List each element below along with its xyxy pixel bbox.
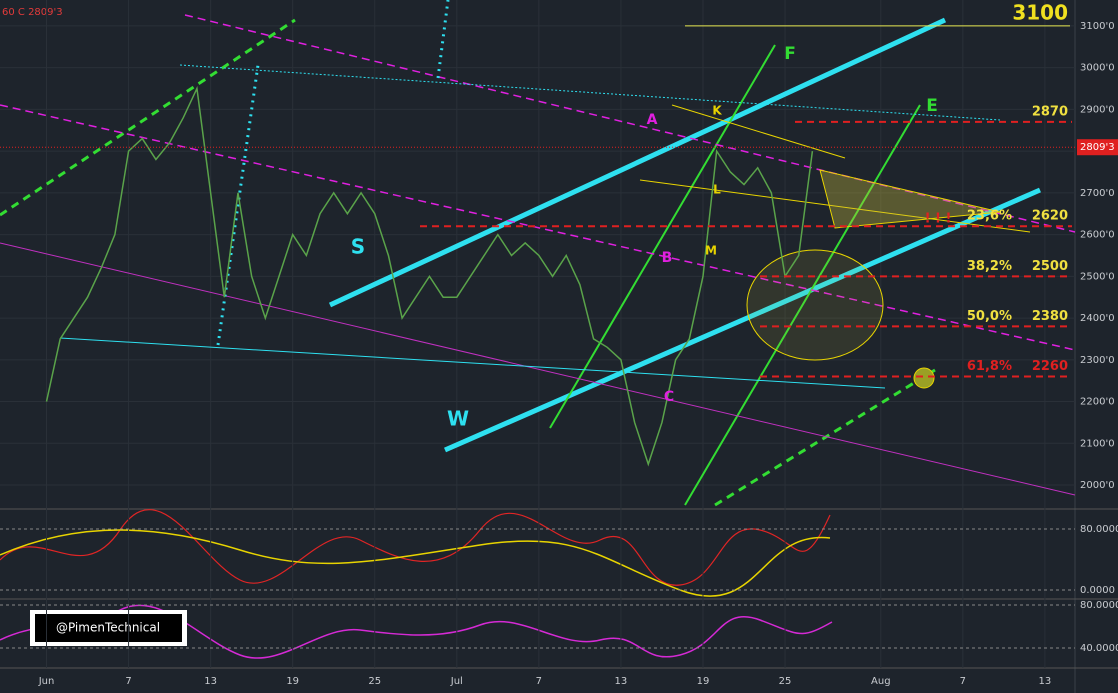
wave-label: ! ! ! — [925, 212, 952, 227]
watermark-inner — [35, 614, 182, 642]
y-tick-label: 2400'0 — [1080, 313, 1115, 324]
y-tick-label: 2000'0 — [1080, 480, 1115, 491]
level-pct: 23,6% — [967, 209, 1012, 224]
wave-label: C — [664, 389, 674, 405]
trend-line — [443, 187, 1042, 453]
target-dot — [913, 367, 935, 389]
x-tick-label: Aug — [871, 676, 891, 687]
osc-tick-label: 80.0000 — [1080, 600, 1118, 611]
y-tick-label: 3000'0 — [1080, 63, 1115, 74]
level-pct: 38,2% — [967, 259, 1012, 274]
trend-line — [714, 368, 936, 507]
osc-tick-label: 40.0000 — [1080, 643, 1118, 654]
level-price: 2500 — [1032, 259, 1068, 274]
y-tick-label: 2100'0 — [1080, 438, 1115, 449]
stoch-line — [0, 509, 831, 586]
trend-line — [179, 64, 1001, 121]
triangle-zone — [819, 169, 1001, 229]
watermark: @PimenTechnical — [56, 621, 160, 635]
x-tick-label: 13 — [615, 676, 628, 687]
trend-line — [216, 64, 260, 346]
x-tick-label: 19 — [697, 676, 710, 687]
stoch-signal — [0, 529, 831, 597]
target-label: 3100 — [1012, 0, 1068, 24]
trend-line — [639, 179, 1031, 233]
trend-line — [671, 104, 846, 159]
y-tick-label: 2600'0 — [1080, 230, 1115, 241]
wave-label: L — [713, 183, 721, 197]
y-tick-label: 3100'0 — [1080, 21, 1115, 32]
trend-line — [0, 18, 296, 217]
trend-line — [684, 104, 921, 506]
trend-line — [549, 44, 776, 429]
level-price: 2620 — [1032, 209, 1068, 224]
x-tick-label: Jul — [450, 676, 463, 687]
wave-label: B — [662, 250, 673, 266]
wave-label: S — [351, 235, 365, 259]
trend-line — [59, 337, 886, 389]
x-tick-label: 7 — [960, 676, 966, 687]
x-tick-label: 7 — [536, 676, 542, 687]
wave-label: M — [705, 244, 717, 258]
x-tick-label: 19 — [286, 676, 299, 687]
last-price-label: 2809'3 — [1080, 142, 1115, 153]
circle-zone — [746, 249, 884, 361]
level-price: 2260 — [1032, 359, 1068, 374]
x-tick-label: 13 — [204, 676, 217, 687]
y-tick-label: 2200'0 — [1080, 397, 1115, 408]
trend-line — [328, 17, 947, 308]
y-tick-label: 2700'0 — [1080, 188, 1115, 199]
last-price-tag — [1077, 139, 1118, 156]
rsi-line — [0, 604, 833, 659]
level-pct: 61,8% — [967, 359, 1012, 374]
y-tick-label: 2900'0 — [1080, 104, 1115, 115]
osc-tick-label: 0.0000 — [1080, 585, 1115, 596]
header: 60 C 2809'3 — [2, 7, 63, 18]
wave-label: A — [647, 112, 658, 128]
wave-label: K — [712, 104, 722, 118]
x-tick-label: 7 — [125, 676, 131, 687]
wave-label: W — [447, 407, 469, 431]
x-tick-label: 25 — [368, 676, 381, 687]
x-tick-label: Jun — [38, 676, 55, 687]
y-tick-label: 2500'0 — [1080, 271, 1115, 282]
level-pct: 50,0% — [967, 309, 1012, 324]
wave-label: E — [926, 96, 938, 116]
price-line — [45, 85, 814, 467]
trend-line — [0, 242, 1076, 496]
level-price: 2380 — [1032, 309, 1068, 324]
x-tick-label: 13 — [1039, 676, 1052, 687]
level-price: 2870 — [1032, 104, 1068, 119]
trend-line — [184, 14, 1076, 233]
y-tick-label: 2300'0 — [1080, 355, 1115, 366]
x-tick-label: 25 — [779, 676, 792, 687]
osc-tick-label: 80.0000 — [1080, 524, 1118, 535]
wave-label: F — [784, 44, 796, 64]
trend-line — [0, 104, 1076, 351]
